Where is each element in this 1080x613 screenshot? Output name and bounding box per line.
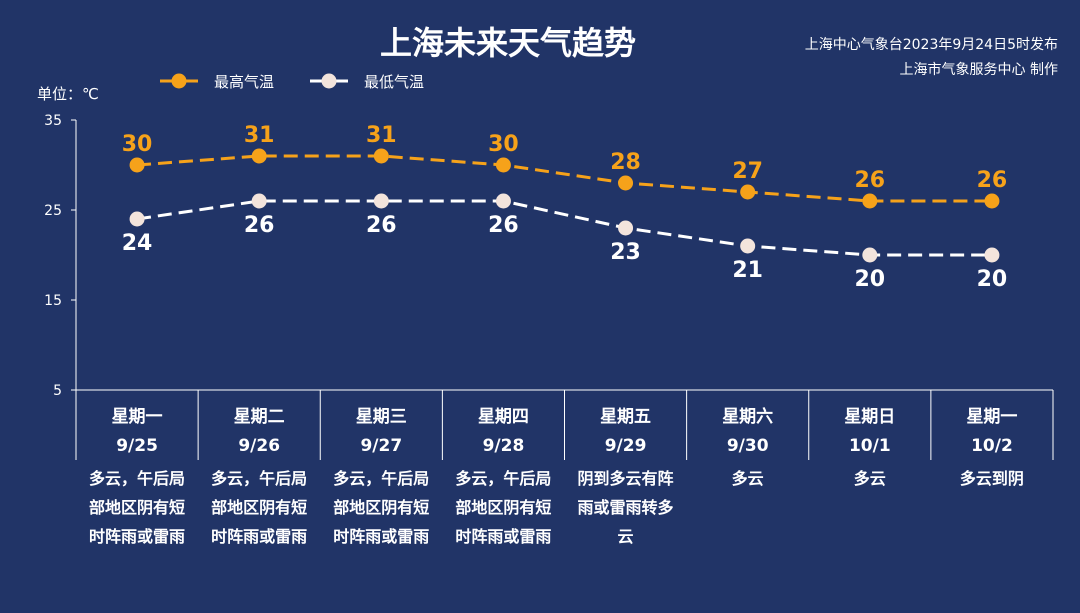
high-temp-point [862,193,878,209]
weekday-label: 星期五 [600,407,651,427]
weather-text: 部地区阴有短 [455,498,551,517]
high-temp-label: 27 [732,159,763,184]
weather-text: 时阵雨或雷雨 [333,527,429,546]
high-temp-point [251,148,267,164]
high-temp-label: 30 [488,132,519,157]
low-temp-point [373,193,389,209]
date-table: 星期一9/25多云，午后局部地区阴有短时阵雨或雷雨星期二9/26多云，午后局部地… [89,390,1054,546]
date-label: 9/28 [483,436,525,456]
low-temp-label: 26 [488,213,519,238]
date-label: 10/2 [971,436,1013,456]
low-temp-label: 26 [244,213,275,238]
weather-text: 时阵雨或雷雨 [211,527,307,546]
weekday-label: 星期六 [722,406,773,427]
source-line-1: 上海中心气象台2023年9月24日5时发布 [805,37,1058,53]
weather-text: 部地区阴有短 [333,498,429,517]
low-temp-label: 23 [610,240,641,265]
low-temp-label: 24 [122,231,153,256]
y-tick-label: 25 [44,203,62,219]
low-temp-label: 26 [366,213,397,238]
weather-text: 多云，午后局 [455,469,551,488]
high-temp-label: 31 [366,123,397,148]
high-temp-line [136,154,992,203]
high-temp-label: 31 [244,123,275,148]
date-label: 9/26 [238,436,280,456]
low-temp-point [495,193,511,209]
weather-text: 部地区阴有短 [211,498,307,517]
legend-low-marker [321,73,337,89]
date-label: 9/30 [727,436,769,456]
y-tick-label: 35 [44,113,62,129]
legend-high-marker [171,73,187,89]
weather-text: 云 [618,527,634,546]
high-temp-point [618,175,634,191]
low-temp-label: 20 [855,267,886,292]
y-tick-label: 15 [44,293,62,309]
low-temp-point [251,193,267,209]
high-temp-point [740,184,756,200]
low-temp-label: 20 [977,267,1008,292]
low-temp-line [136,199,992,257]
weather-text: 多云，午后局 [333,469,429,488]
weather-text: 多云 [732,469,764,488]
date-label: 9/27 [360,436,402,456]
legend-high-label: 最高气温 [214,73,274,91]
weather-text: 多云，午后局 [89,469,185,488]
weather-text: 阴到多云有阵 [578,469,674,488]
high-temp-point [495,157,511,173]
low-temp-label: 21 [732,258,763,283]
weekday-label: 星期三 [356,407,407,427]
low-temp-point [740,238,756,254]
y-axis-ticks: 35 25 15 5 [44,113,76,399]
weekday-label: 星期一 [112,407,163,427]
high-temp-label: 30 [122,132,153,157]
legend: 最高气温 最低气温 [160,73,424,91]
weather-text: 多云 [854,469,886,488]
high-temp-point [984,193,1000,209]
weekday-label: 星期四 [478,407,529,427]
weather-text: 时阵雨或雷雨 [89,527,185,546]
high-temp-point [129,157,145,173]
low-temp-point [129,211,145,227]
date-label: 9/29 [605,436,647,456]
date-label: 9/25 [116,436,158,456]
chart-title: 上海未来天气趋势 [380,24,636,62]
weekday-label: 星期一 [966,407,1017,427]
weekday-label: 星期日 [844,407,895,427]
weather-text: 多云到阴 [960,469,1024,488]
high-temp-label: 28 [610,150,641,175]
date-label: 10/1 [849,436,891,456]
source-line-2: 上海市气象服务中心 制作 [900,61,1058,78]
weather-text: 部地区阴有短 [89,498,185,517]
legend-low-label: 最低气温 [364,73,424,91]
series-layer: 30 31 31 30 28 27 26 26 24 26 26 26 23 21 20 20 [122,123,1008,292]
weather-text: 雨或雷雨转多 [578,498,674,517]
weather-text: 时阵雨或雷雨 [455,527,551,546]
high-temp-point [373,148,389,164]
weather-text: 多云，午后局 [211,469,307,488]
y-tick-label: 5 [53,383,62,399]
low-temp-point [984,247,1000,263]
unit-label: 单位：℃ [37,85,99,103]
high-temp-label: 26 [977,168,1008,193]
weekday-label: 星期二 [234,407,285,427]
low-temp-point [862,247,878,263]
high-temp-label: 26 [855,168,886,193]
low-temp-point [618,220,634,236]
